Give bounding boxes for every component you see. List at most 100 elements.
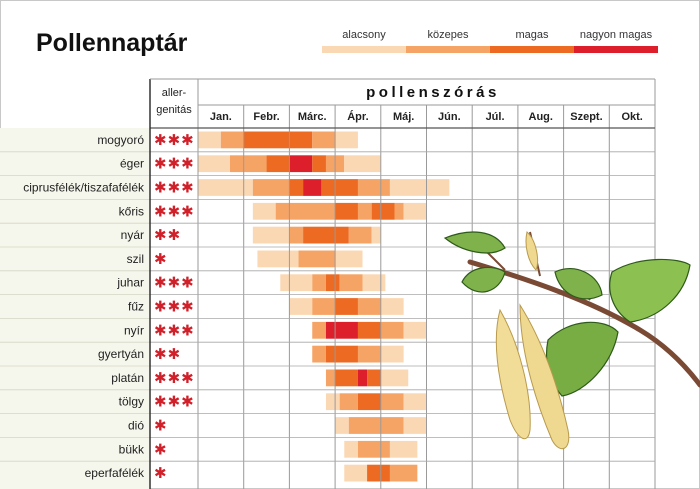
bar-segment-5-2 xyxy=(289,226,304,244)
bar-segment-6-3 xyxy=(335,250,363,268)
month-label-5: Máj. xyxy=(393,111,414,123)
month-label-3: Márc. xyxy=(298,111,327,123)
legend-swatch-2 xyxy=(406,46,490,53)
legend-label-2: közepes xyxy=(428,29,469,41)
bar-segment-9-4 xyxy=(380,321,404,339)
bar-segment-6-2 xyxy=(298,250,336,268)
month-label-2: Febr. xyxy=(253,111,279,123)
allergen-stars-14: ✱ xyxy=(154,441,168,458)
bar-segment-11-3 xyxy=(357,369,368,387)
bar-segment-4-4 xyxy=(357,202,372,220)
plant-label-9: nyír xyxy=(124,323,144,337)
allergen-stars-10: ✱✱ xyxy=(154,346,181,363)
column-title: pollenszórás xyxy=(366,84,500,101)
plant-label-3: ciprusfélék/tiszafafélék xyxy=(23,181,145,195)
allergen-stars-8: ✱✱✱ xyxy=(154,299,195,316)
bar-segment-3-5 xyxy=(321,179,358,196)
month-label-6: Jún. xyxy=(438,111,461,123)
plant-label-2: éger xyxy=(120,157,144,171)
bar-segment-4-1 xyxy=(252,202,276,220)
bar-segment-4-2 xyxy=(275,202,336,220)
column-title-cell xyxy=(198,79,655,105)
bar-segment-9-5 xyxy=(403,321,427,339)
plant-labels: mogyoró éger ciprusfélék/tiszafafélék kőris… xyxy=(23,133,145,480)
birch-branch-illustration xyxy=(443,231,700,450)
grid-lines xyxy=(0,78,656,489)
bar-segment-6-1 xyxy=(257,250,299,268)
bar-segment-10-2 xyxy=(325,345,358,363)
plant-label-background xyxy=(0,128,150,489)
legend-swatch-4 xyxy=(574,46,658,53)
bar-segment-4-6 xyxy=(394,202,404,220)
month-label-9: Szept. xyxy=(570,111,602,123)
allergen-stars-7: ✱✱✱ xyxy=(154,275,195,292)
bar-segment-13-3 xyxy=(403,417,427,434)
plant-label-7: juhar xyxy=(116,276,144,290)
bar-segment-10-3 xyxy=(357,345,381,363)
legend-swatch-3 xyxy=(490,46,574,53)
bar-segment-3-6 xyxy=(357,179,390,196)
bar-segment-3-4 xyxy=(303,179,322,196)
plant-label-12: tölgy xyxy=(119,395,144,409)
bar-segment-12-1 xyxy=(325,393,340,411)
legend: alacsony közepes magas nagyon magas xyxy=(322,29,658,53)
allergen-stars-4: ✱✱✱ xyxy=(154,203,195,220)
bar-segment-7-1 xyxy=(280,274,313,292)
bar-segment-11-5 xyxy=(380,369,409,387)
allergenicity-stars: ✱✱✱✱✱✱✱✱✱✱✱✱✱✱✱✱✱✱✱✱✱✱✱✱✱✱✱✱✱✱✱✱✱✱✱ xyxy=(154,132,195,482)
bar-segment-5-4 xyxy=(348,226,372,244)
bar-segment-7-4 xyxy=(339,274,363,292)
bar-segment-3-2 xyxy=(252,179,290,196)
bar-segment-14-3 xyxy=(389,440,418,458)
plant-label-13: dió xyxy=(128,419,144,433)
bar-segment-7-2 xyxy=(312,274,326,292)
allergen-stars-12: ✱✱✱ xyxy=(154,394,195,411)
bar-segment-5-3 xyxy=(303,226,349,244)
month-label-1: Jan. xyxy=(210,111,232,123)
allergen-stars-13: ✱ xyxy=(154,418,168,435)
bar-segment-1-4 xyxy=(312,131,336,149)
bar-segment-12-2 xyxy=(339,393,358,411)
allergen-stars-15: ✱ xyxy=(154,465,168,482)
bar-segment-2-5 xyxy=(312,155,326,173)
month-labels: Jan. Febr. Márc. Ápr. Máj. Jún. Júl. Aug. Szept.… xyxy=(210,110,643,123)
bar-segment-1-1 xyxy=(198,131,221,149)
label-column-bg xyxy=(0,128,150,489)
bar-segment-7-3 xyxy=(325,274,340,292)
bar-segment-8-5 xyxy=(380,298,404,315)
legend-label-3: magas xyxy=(515,29,549,41)
bar-segment-8-3 xyxy=(335,298,358,315)
bar-segment-4-7 xyxy=(403,202,427,220)
plant-label-10: gyertyán xyxy=(98,347,144,361)
bar-segment-12-5 xyxy=(403,393,427,411)
bar-segment-9-2 xyxy=(325,321,358,339)
allergen-header-line2: genitás xyxy=(156,104,192,116)
bar-segment-9-3 xyxy=(357,321,381,339)
pollen-bars xyxy=(198,131,450,482)
chart-title: Pollennaptár xyxy=(36,29,188,57)
bar-segment-2-3 xyxy=(266,155,290,173)
plant-label-11: platán xyxy=(111,371,144,385)
bar-segment-11-4 xyxy=(367,369,381,387)
bar-segment-11-1 xyxy=(325,369,336,387)
bar-segment-1-5 xyxy=(335,131,358,149)
bar-segment-4-3 xyxy=(335,202,358,220)
month-label-4: Ápr. xyxy=(347,110,368,123)
bar-segment-1-3 xyxy=(243,131,313,149)
bar-segment-14-1 xyxy=(344,440,358,458)
bar-segment-13-2 xyxy=(348,417,404,434)
bar-segment-5-5 xyxy=(371,226,381,244)
bar-segment-11-2 xyxy=(335,369,358,387)
bar-segment-15-1 xyxy=(344,464,368,482)
allergen-stars-1: ✱✱✱ xyxy=(154,132,195,149)
bar-segment-2-7 xyxy=(344,155,381,173)
allergen-stars-2: ✱✱✱ xyxy=(154,156,195,173)
plant-label-6: szil xyxy=(127,252,144,266)
plant-label-15: eperfafélék xyxy=(85,466,145,480)
bar-segment-5-1 xyxy=(252,226,290,244)
plant-label-4: kőris xyxy=(119,204,144,218)
plant-label-1: mogyoró xyxy=(97,133,144,147)
bar-segment-14-2 xyxy=(357,440,390,458)
bar-segment-12-4 xyxy=(380,393,404,411)
